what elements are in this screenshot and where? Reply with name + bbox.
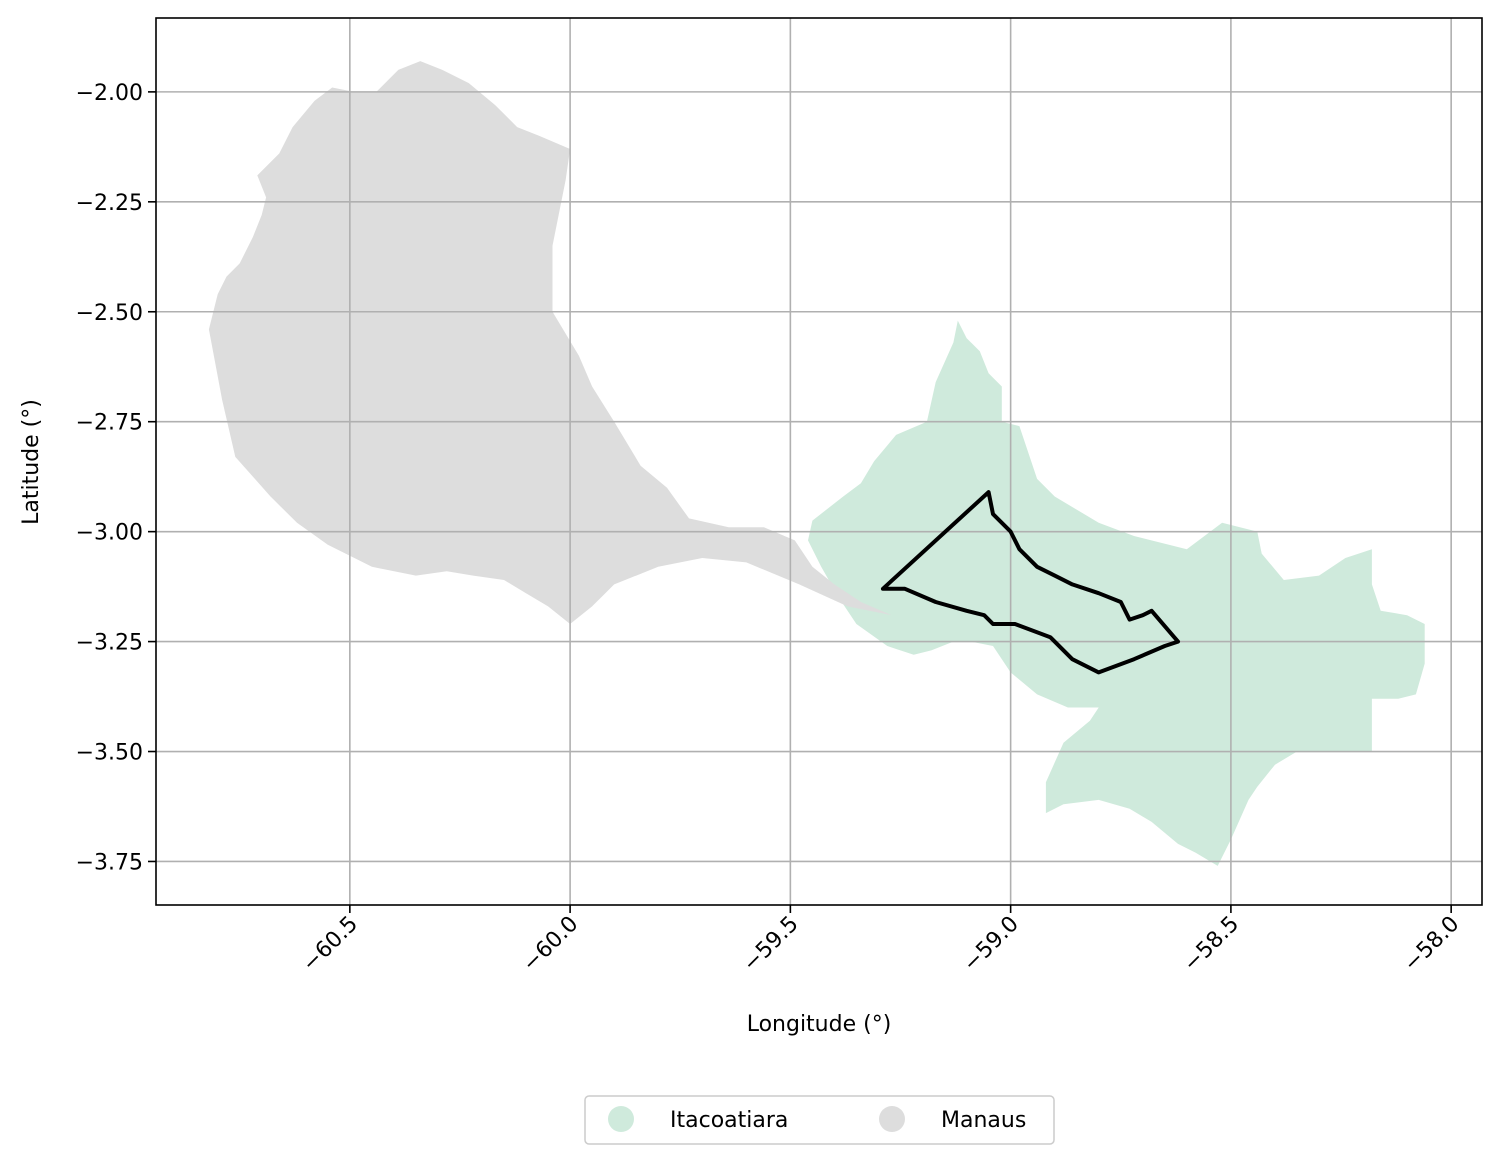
y-ticks: −2.00 −2.25 −2.50 −2.75 −3.00 −3.25 −3.50 −3.75: [76, 81, 156, 875]
legend-marker-itacoatiara: [608, 1106, 634, 1132]
y-tick-label: −3.75: [76, 850, 143, 875]
legend-label-manaus: Manaus: [941, 1108, 1026, 1133]
y-tick-label: −2.50: [76, 301, 143, 326]
legend-label-itacoatiara: Itacoatiara: [670, 1108, 788, 1133]
region-itacoatiara: [808, 320, 1425, 866]
y-tick-label: −2.75: [76, 411, 143, 436]
y-axis-label: Latitude (°): [19, 399, 44, 525]
boundary-outline: [880, 490, 1180, 675]
y-tick-label: −3.25: [76, 631, 143, 656]
outline-layer: [880, 490, 1180, 675]
x-axis-label: Longitude (°): [747, 1012, 892, 1037]
legend: Itacoatiara Manaus: [584, 1095, 1055, 1145]
y-tick-label: −3.00: [76, 521, 143, 546]
legend-marker-manaus: [879, 1106, 905, 1132]
y-tick-label: −2.00: [76, 81, 143, 106]
y-tick-label: −2.25: [76, 191, 143, 216]
legend-frame: [584, 1095, 1055, 1145]
y-tick-label: −3.50: [76, 741, 143, 766]
grid-layer: [156, 18, 1482, 905]
plot-frame: [155, 17, 1483, 906]
